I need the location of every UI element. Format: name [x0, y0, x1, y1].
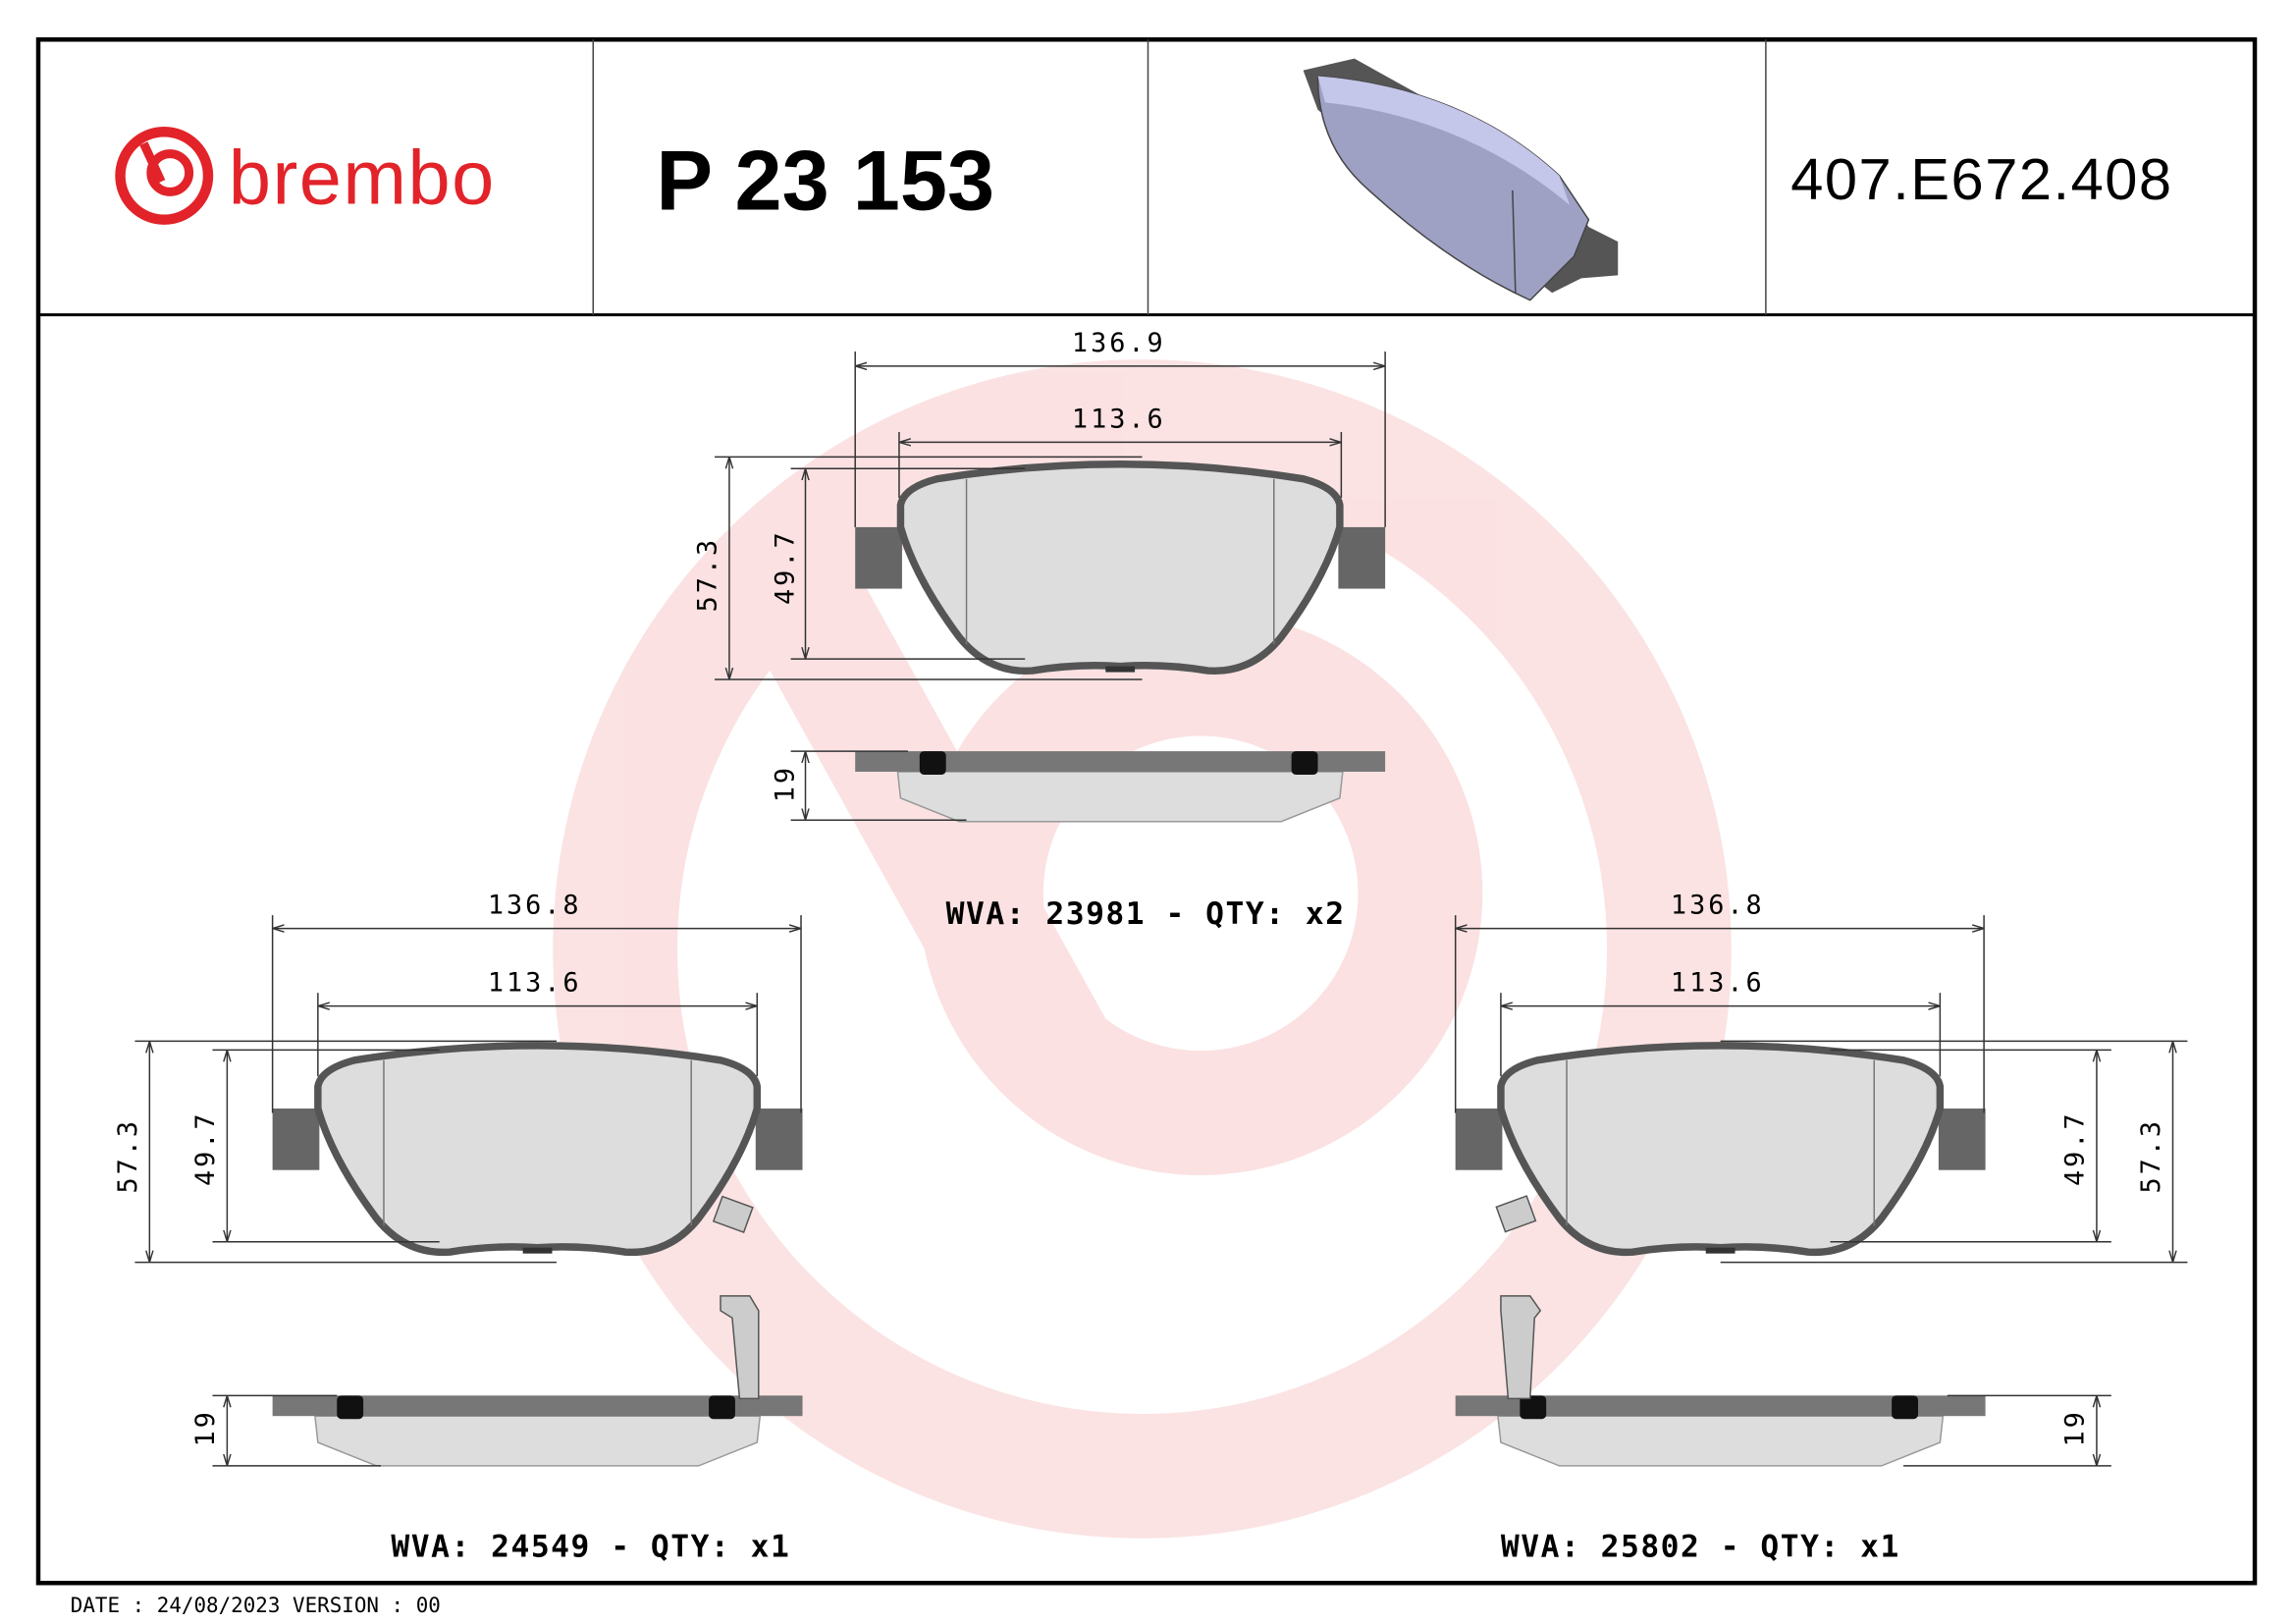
pad-2-front-view	[273, 1046, 803, 1254]
pad-3-height-left: 49.7	[2060, 1111, 2091, 1187]
pad-3-width-inner: 113.6	[1671, 968, 1765, 999]
pad-1-width-inner: 113.6	[1072, 404, 1166, 434]
pad-1-height-inner: 49.7	[771, 529, 801, 605]
pad-3-front-view	[1456, 1046, 1986, 1254]
pad-2-side-view	[271, 1295, 804, 1467]
pad-1-side-view	[854, 750, 1386, 823]
pad-1-height-outer: 57.3	[693, 537, 723, 613]
pad-2-width-outer: 136.8	[488, 891, 582, 921]
reference-code: 407.E672.408	[1790, 146, 2172, 212]
pad-3-height-right: 57.3	[2136, 1118, 2166, 1194]
pad-3-thickness: 19	[2060, 1409, 2091, 1446]
pad-1-thickness: 19	[771, 765, 801, 802]
pad-2-width-inner: 113.6	[488, 968, 582, 999]
footer-date-version: DATE : 24/08/2023 VERSION : 00	[71, 1594, 441, 1617]
sheet-border	[35, 37, 2258, 1586]
pad-3-label: WVA: 25802 - QTY: x1	[1501, 1529, 1900, 1564]
brembo-logo: brembo	[115, 127, 496, 225]
pad-2-thickness: 19	[190, 1409, 221, 1446]
pad-3-side-view	[1454, 1295, 1987, 1467]
pad-1-width-outer: 136.9	[1072, 328, 1166, 358]
pad-2-height-inner: 49.7	[190, 1111, 221, 1187]
pad-3d-image	[1303, 58, 1619, 301]
pad-2-label: WVA: 24549 - QTY: x1	[391, 1529, 790, 1564]
brand-name: brembo	[229, 135, 496, 220]
pad-3-width-outer: 136.8	[1671, 891, 1765, 921]
pad-1-label: WVA: 23981 - QTY: x2	[946, 896, 1346, 932]
part-number: P 23 153	[656, 134, 994, 228]
pad-2-height-outer: 57.3	[113, 1118, 143, 1194]
